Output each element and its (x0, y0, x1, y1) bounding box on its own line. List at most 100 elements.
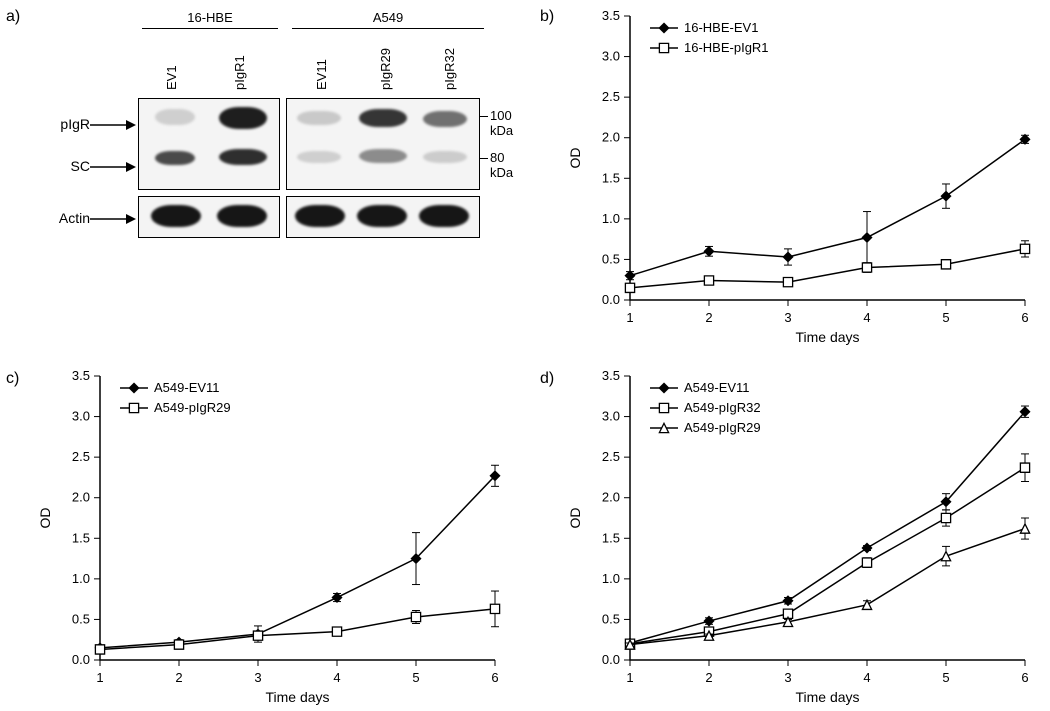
svg-text:1.5: 1.5 (72, 530, 90, 545)
svg-text:1: 1 (626, 310, 633, 325)
svg-text:0.5: 0.5 (602, 611, 620, 626)
chart-b: 0.0 0.5 1.0 1.5 2.0 2.5 3.0 3.5 1 2 3 4 5 6 OD Time day… (560, 10, 1040, 350)
svg-text:A549-pIgR29: A549-pIgR29 (684, 420, 761, 435)
band (151, 205, 201, 227)
svg-text:4: 4 (863, 310, 870, 325)
svg-text:1.5: 1.5 (602, 170, 620, 185)
band (419, 205, 469, 227)
svg-text:3.0: 3.0 (72, 409, 90, 424)
svg-text:OD: OD (567, 508, 583, 529)
mw-label-80: 80 kDa (490, 150, 513, 180)
svg-text:3.5: 3.5 (602, 370, 620, 383)
panel-label-b: b) (540, 8, 554, 26)
group-label-a549: A549 (308, 10, 468, 25)
chart-c: 0.0 0.5 1.0 1.5 2.0 2.5 3.0 3.5 1 2 3 4 5 6 OD Time day… (30, 370, 510, 710)
blot-box-16hbe-upper (138, 98, 280, 190)
row-label-pigr: pIgR (30, 116, 90, 132)
svg-text:2: 2 (705, 670, 712, 685)
svg-text:3: 3 (784, 310, 791, 325)
lane-label-ev11: EV11 (314, 59, 329, 90)
svg-text:OD: OD (567, 148, 583, 169)
mw-label-100: 100 kDa (490, 108, 513, 138)
lane-label-pigr32: pIgR32 (442, 48, 457, 90)
svg-text:1.0: 1.0 (602, 571, 620, 586)
lane-label-ev1: EV1 (164, 65, 179, 90)
svg-text:2: 2 (175, 670, 182, 685)
panel-a-blot: 16-HBE A549 EV1 pIgR1 EV11 pIgR29 pIgR32… (30, 10, 510, 330)
band (155, 151, 195, 165)
svg-text:1: 1 (96, 670, 103, 685)
group-line-16hbe (142, 28, 278, 29)
svg-text:Time days: Time days (795, 689, 859, 705)
svg-text:A549-EV11: A549-EV11 (684, 380, 750, 395)
row-label-sc: SC (30, 158, 90, 174)
svg-text:3: 3 (784, 670, 791, 685)
svg-text:0.5: 0.5 (72, 611, 90, 626)
svg-text:0.5: 0.5 (602, 251, 620, 266)
band (219, 149, 267, 165)
band (423, 151, 467, 163)
panel-label-a: a) (6, 8, 20, 26)
blot-box-a549-actin (286, 196, 480, 238)
svg-text:A549-pIgR29: A549-pIgR29 (154, 400, 231, 415)
band (297, 111, 341, 125)
svg-text:5: 5 (942, 310, 949, 325)
svg-text:3.5: 3.5 (602, 10, 620, 23)
svg-text:3.0: 3.0 (602, 49, 620, 64)
svg-text:Time days: Time days (265, 689, 329, 705)
svg-text:2.5: 2.5 (602, 89, 620, 104)
lane-label-pigr1: pIgR1 (232, 55, 247, 90)
svg-text:4: 4 (333, 670, 340, 685)
band (295, 205, 345, 227)
svg-text:1.0: 1.0 (72, 571, 90, 586)
band (217, 205, 267, 227)
arrow-icon (90, 118, 136, 132)
svg-text:3.5: 3.5 (72, 370, 90, 383)
svg-text:3: 3 (254, 670, 261, 685)
band (359, 109, 407, 127)
band (423, 111, 467, 127)
svg-text:2.0: 2.0 (602, 130, 620, 145)
svg-text:6: 6 (491, 670, 498, 685)
svg-text:2.5: 2.5 (602, 449, 620, 464)
group-label-16hbe: 16-HBE (150, 10, 270, 25)
svg-text:1.0: 1.0 (602, 211, 620, 226)
svg-text:16-HBE-pIgR1: 16-HBE-pIgR1 (684, 40, 769, 55)
svg-text:5: 5 (412, 670, 419, 685)
svg-text:6: 6 (1021, 310, 1028, 325)
row-label-actin: Actin (30, 210, 90, 226)
svg-text:2.0: 2.0 (602, 490, 620, 505)
svg-text:2.5: 2.5 (72, 449, 90, 464)
svg-text:16-HBE-EV1: 16-HBE-EV1 (684, 20, 758, 35)
svg-text:0.0: 0.0 (602, 292, 620, 307)
arrow-icon (90, 160, 136, 174)
figure: a) b) c) d) 16-HBE A549 EV1 pIgR1 EV11 p… (0, 0, 1050, 711)
panel-label-c: c) (6, 370, 19, 388)
blot-box-16hbe-actin (138, 196, 280, 238)
svg-text:3.0: 3.0 (602, 409, 620, 424)
arrow-icon (90, 212, 136, 226)
svg-text:2: 2 (705, 310, 712, 325)
svg-text:6: 6 (1021, 670, 1028, 685)
band (359, 149, 407, 163)
mw-tick (480, 158, 488, 159)
chart-d: 0.00.51.01.52.02.53.03.5123456ODTime day… (560, 370, 1040, 710)
svg-text:2.0: 2.0 (72, 490, 90, 505)
mw-tick (480, 116, 488, 117)
lane-label-pigr29: pIgR29 (378, 48, 393, 90)
svg-text:OD: OD (37, 508, 53, 529)
band (155, 109, 195, 125)
band (357, 205, 407, 227)
band (219, 107, 267, 129)
svg-text:0.0: 0.0 (72, 652, 90, 667)
svg-text:Time days: Time days (795, 329, 859, 345)
group-line-a549 (292, 28, 484, 29)
svg-text:1: 1 (626, 670, 633, 685)
panel-label-d: d) (540, 370, 554, 388)
svg-text:A549-pIgR32: A549-pIgR32 (684, 400, 761, 415)
band (297, 151, 341, 163)
svg-text:A549-EV11: A549-EV11 (154, 380, 220, 395)
blot-box-a549-upper (286, 98, 480, 190)
svg-text:4: 4 (863, 670, 870, 685)
svg-text:1.5: 1.5 (602, 530, 620, 545)
